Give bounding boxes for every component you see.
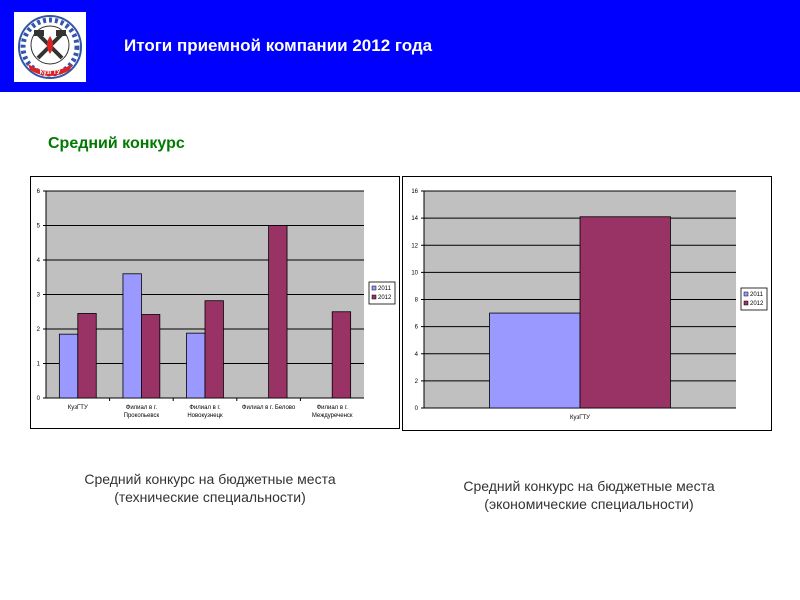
y-tick-label: 0	[37, 396, 41, 402]
header-bar: КузГТУ Итоги приемной компании 2012 года	[0, 0, 800, 92]
y-tick-label: 2	[37, 327, 41, 333]
bar-2011	[58, 333, 79, 399]
legend-label-2011: 2011	[750, 292, 764, 298]
x-tick-label: Междуреченск	[312, 413, 353, 419]
x-tick-label: Прокопьевск	[124, 413, 160, 419]
bar-2012	[204, 300, 224, 399]
chart-economic: 0 2 4 6 8 10 12 14 16 КузГТУ 2011 2012	[402, 176, 772, 431]
y-tick-label: 4	[415, 352, 419, 358]
y-tick-label: 3	[37, 293, 41, 299]
y-tick-label: 6	[37, 189, 41, 195]
legend-label-2012: 2012	[750, 301, 764, 307]
bar-2012	[579, 216, 671, 409]
bar-2011	[186, 332, 206, 399]
page-title: Итоги приемной компании 2012 года	[124, 36, 433, 55]
y-tick-label: 10	[411, 270, 418, 276]
bar-2012	[331, 311, 352, 399]
caption-economic: Средний конкурс на бюджетные места (экон…	[430, 477, 748, 513]
chart-technical: 0 1 2 3 4 5 6 КузГТУ Филиал в г. Прокопьевск Филиа…	[30, 176, 400, 429]
y-tick-label: 14	[411, 216, 418, 222]
x-tick-label: КузГТУ	[68, 405, 88, 411]
bar-2012	[141, 314, 161, 399]
legend-label-2011: 2011	[378, 286, 392, 292]
legend-swatch-2011	[371, 285, 377, 291]
y-tick-label: 2	[415, 379, 419, 385]
bar-2011	[489, 312, 581, 409]
x-tick-label: КузГТУ	[570, 415, 590, 421]
caption-technical-line2: (технические специальности)	[114, 489, 306, 505]
logo-text: КузГТУ	[40, 70, 61, 76]
x-tick-label: Филиал в г.	[126, 405, 158, 411]
caption-economic-line2: (экономические специальности)	[484, 496, 694, 512]
y-tick-label: 4	[37, 258, 41, 264]
bar-2012	[77, 313, 97, 399]
bar-2011	[122, 273, 142, 399]
caption-economic-line1: Средний конкурс на бюджетные места	[463, 478, 715, 494]
x-tick-label: Филиал в г.	[317, 405, 349, 411]
caption-technical: Средний конкурс на бюджетные места (техн…	[50, 470, 370, 506]
y-tick-label: 0	[415, 406, 419, 412]
y-tick-label: 5	[37, 224, 41, 230]
x-tick-label: Новокузнецк	[187, 413, 223, 419]
y-tick-label: 12	[411, 243, 418, 249]
chart-technical-svg: 0 1 2 3 4 5 6 КузГТУ Филиал в г. Прокопьевск Филиа…	[37, 189, 396, 419]
y-tick-label: 8	[415, 298, 419, 304]
x-tick-label: Филиал в г. Белово	[242, 405, 296, 411]
legend-swatch-2011	[743, 291, 749, 297]
y-tick-label: 6	[415, 325, 419, 331]
legend-label-2012: 2012	[378, 295, 392, 301]
y-tick-label: 1	[37, 362, 41, 368]
legend-swatch-2012	[743, 300, 749, 306]
x-tick-label: Филиал в г.	[189, 405, 221, 411]
caption-technical-line1: Средний конкурс на бюджетные места	[84, 471, 336, 487]
y-tick-label: 16	[411, 189, 418, 195]
legend-swatch-2012	[371, 294, 377, 300]
bar-2012	[268, 225, 288, 399]
section-title: Средний конкурс	[48, 135, 185, 152]
university-logo: КузГТУ	[14, 12, 86, 82]
chart-economic-svg: 0 2 4 6 8 10 12 14 16 КузГТУ 2011 2012	[411, 189, 768, 421]
